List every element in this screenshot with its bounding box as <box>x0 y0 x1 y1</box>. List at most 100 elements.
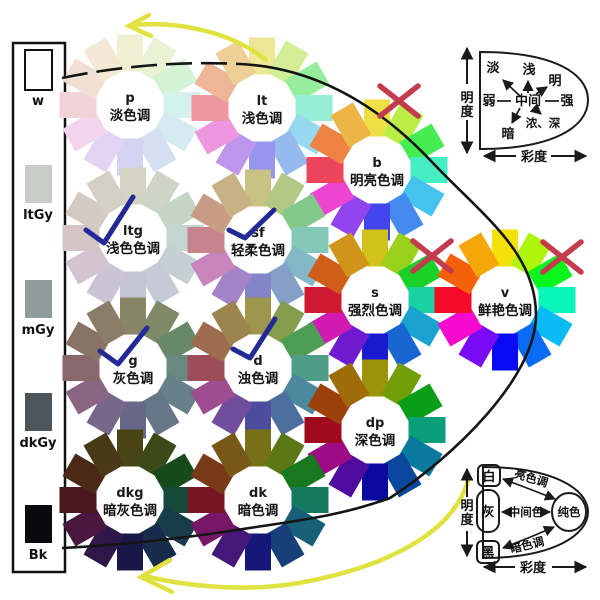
swatch-d-9 <box>187 355 225 381</box>
swatch-b-9 <box>306 157 344 183</box>
swatch-d-1 <box>263 300 305 346</box>
swatch-d-5 <box>263 390 305 436</box>
tone-center-p <box>97 72 163 138</box>
swatch-p-7 <box>83 127 125 173</box>
swatch-p-2 <box>152 58 198 100</box>
tone-code-d: d <box>253 354 262 369</box>
swatch-s-9 <box>304 287 342 313</box>
swatch-lt-10 <box>194 61 240 103</box>
tone-code-g: g <box>128 354 137 369</box>
mini-top-outline <box>479 50 590 151</box>
swatch-d-10 <box>190 321 236 363</box>
tone-center-sf <box>225 207 291 273</box>
swatch-p-11 <box>83 37 125 83</box>
swatch-p-8 <box>62 110 108 152</box>
bottom-arrow-head <box>136 557 175 595</box>
swatch-lt-7 <box>215 130 257 176</box>
tone-name-v: 鲜艳色调 <box>478 302 532 319</box>
swatch-dkg-9 <box>59 487 97 513</box>
top-arrow-head <box>123 12 154 39</box>
tone-name-sf: 轻柔色调 <box>231 242 285 259</box>
swatch-v-2 <box>527 253 573 295</box>
swatch-p-9 <box>59 92 97 118</box>
selected-check-mark-1 <box>226 207 277 241</box>
selected-check-mark-2 <box>97 325 150 367</box>
tone-code-ltg: ltg <box>123 224 143 239</box>
tone-code-dk: dk <box>249 486 267 501</box>
swatch-dkg-8 <box>62 505 108 547</box>
swatch-b-7 <box>330 192 372 238</box>
tone-center-dkg <box>97 467 163 533</box>
lightness-axis2-label: 明度 <box>460 499 474 528</box>
label-light-gray: ltGy <box>23 208 53 223</box>
swatch-sf-10 <box>190 193 236 235</box>
top-arrow-shaft <box>131 22 269 63</box>
tone-center-lt <box>229 75 295 141</box>
tone-name-dp: 深色调 <box>355 432 396 449</box>
swatch-dark-gray <box>25 393 52 431</box>
cross-stroke <box>410 238 454 274</box>
white-node-box <box>477 464 501 487</box>
label-mid-gray: mGy <box>22 323 55 338</box>
chroma-axis2-label: 彩度 <box>519 560 547 576</box>
pure-color-node <box>551 492 587 532</box>
swatch-dp-11 <box>328 362 370 408</box>
swatch-ltg-1 <box>138 170 180 216</box>
arrow-to-dark <box>511 107 522 124</box>
dark-tones-label: 暗色调 <box>509 534 546 556</box>
cross-stroke <box>540 239 584 275</box>
swatch-dp-5 <box>380 452 422 498</box>
black-node-box <box>476 540 500 564</box>
swatch-g-8 <box>65 373 111 415</box>
top-cycle-arrow <box>123 12 269 63</box>
lightness-axis-label: 明度 <box>460 91 474 120</box>
tone-name-d: 浊色调 <box>238 370 279 387</box>
swatch-d-8 <box>190 373 236 415</box>
tone-structure-diagram: 明度 彩度 白 灰 黑 纯色 亮色调 中间色 暗色调 <box>460 464 590 576</box>
swatch-sf-2 <box>280 193 326 235</box>
swatch-dk-4 <box>280 505 326 547</box>
arrow-to-bright <box>535 86 548 98</box>
bright-tones-label: 亮色调 <box>513 466 550 489</box>
swatch-sf-8 <box>190 245 236 287</box>
swatch-ltg-4 <box>155 243 201 285</box>
swatch-s-7 <box>328 322 370 368</box>
word-pale: 淡 <box>486 61 500 76</box>
middle-tones-label: 中间色 <box>509 505 544 519</box>
tone-center-v <box>472 267 538 333</box>
tone-code-dkg: dkg <box>116 486 143 501</box>
swatch-dk-3 <box>291 487 329 513</box>
gray-node-label: 灰 <box>481 504 494 520</box>
tone-code-b: b <box>372 156 381 171</box>
swatch-p-3 <box>163 92 201 118</box>
tone-center-dk <box>225 467 291 533</box>
tone-code-p: p <box>125 91 134 106</box>
tone-name-s: 强烈色调 <box>348 302 402 319</box>
swatch-sf-11 <box>211 172 253 218</box>
swatch-lt-1 <box>267 40 309 86</box>
swatch-s-4 <box>397 305 443 347</box>
tone-center-dp <box>342 397 408 463</box>
swatch-g-1 <box>138 300 180 346</box>
label-white: w <box>32 94 44 109</box>
tone-oval-curve <box>61 62 538 550</box>
tone-name-dk: 暗色调 <box>238 502 279 519</box>
swatch-b-2 <box>399 123 445 165</box>
swatch-lt-3 <box>295 95 333 121</box>
tone-center-b <box>344 137 410 203</box>
swatch-g-5 <box>138 390 180 436</box>
swatch-dk-2 <box>280 453 326 495</box>
swatch-d-2 <box>280 321 326 363</box>
dark-tones-arrow <box>501 525 556 550</box>
swatch-lt-5 <box>267 130 309 176</box>
tone-code-lt: lt <box>257 94 268 109</box>
